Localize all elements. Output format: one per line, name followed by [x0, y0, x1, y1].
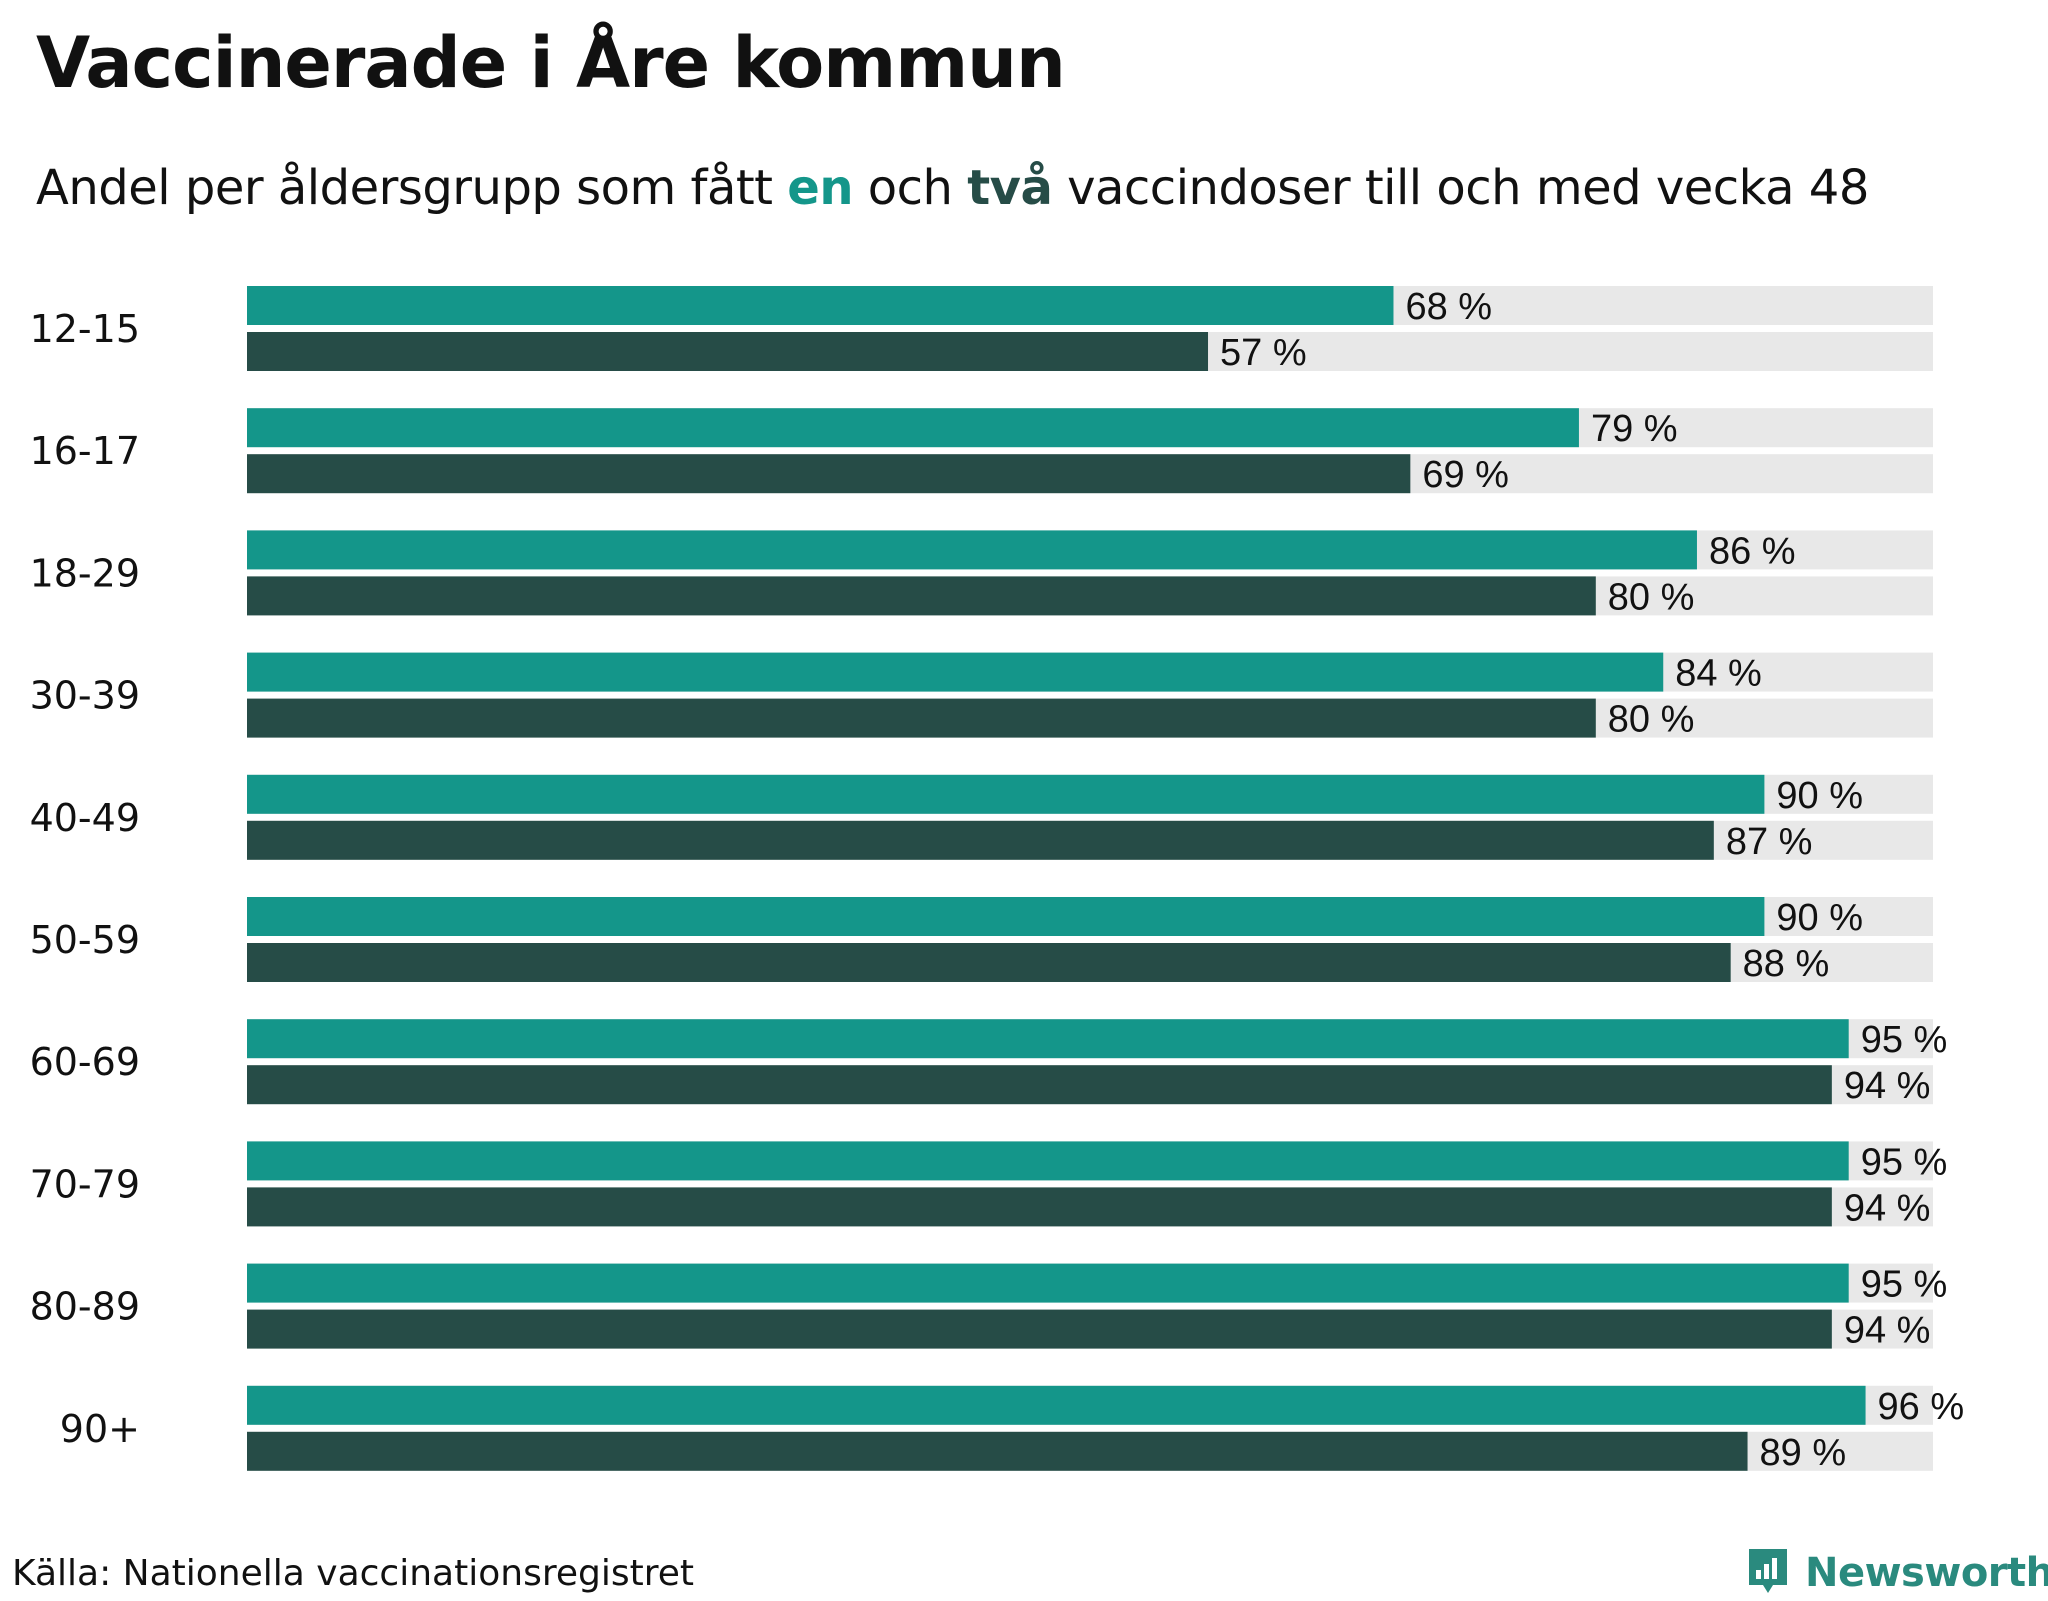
bar-dose-tva: [247, 1065, 1832, 1105]
value-label-tva: 80 %: [1608, 699, 1695, 741]
bar-dose-en: [247, 1263, 1849, 1303]
value-label-en: 86 %: [1709, 530, 1796, 572]
brand-logo: Newsworthy: [1745, 1545, 2048, 1601]
newsworthy-logo-icon: [1749, 1549, 1787, 1593]
value-label-tva: 69 %: [1422, 454, 1509, 496]
age-group-label: 16-17: [30, 429, 140, 473]
value-label-en: 90 %: [1776, 775, 1863, 817]
value-label-tva: 88 %: [1743, 943, 1830, 985]
bar-dose-en: [247, 530, 1697, 570]
value-label-tva: 94 %: [1844, 1065, 1931, 1107]
source-note: Källa: Nationella vaccinationsregistret: [12, 1553, 694, 1594]
value-label-en: 96 %: [1878, 1386, 1965, 1428]
brand-name: Newsworthy: [1805, 1550, 2048, 1596]
value-label-tva: 87 %: [1726, 821, 1813, 863]
age-group-label: 12-15: [30, 307, 140, 351]
value-label-en: 84 %: [1675, 653, 1762, 695]
chart-subtitle: Andel per åldersgrupp som fått en och tv…: [36, 160, 1869, 216]
bar-dose-en: [247, 652, 1664, 692]
bar-dose-en: [247, 1385, 1866, 1425]
bar-dose-tva: [247, 332, 1209, 371]
bar-dose-en: [247, 1019, 1849, 1059]
value-label-tva: 57 %: [1220, 332, 1307, 374]
value-label-en: 95 %: [1861, 1019, 1948, 1061]
bar-dose-tva: [247, 1431, 1748, 1471]
subtitle-text-post: vaccindoser till och med vecka 48: [1052, 160, 1869, 216]
subtitle-highlight-tva: två: [967, 160, 1053, 216]
bar-dose-tva: [247, 943, 1731, 982]
value-label-en: 95 %: [1861, 1141, 1948, 1183]
bar-dose-tva: [247, 820, 1714, 860]
bar-dose-en: [247, 897, 1765, 936]
age-group-label: 90+: [60, 1407, 140, 1451]
bar-dose-tva: [247, 698, 1596, 738]
value-label-en: 90 %: [1776, 897, 1863, 939]
value-label-tva: 80 %: [1608, 576, 1695, 618]
age-group-label: 30-39: [30, 674, 140, 718]
bar-chart: 12-15 68 % 57 % 16-17 79 % 69 % 18-29 86 % 80 % 3…: [30, 286, 1965, 1474]
subtitle-highlight-en: en: [787, 160, 853, 216]
age-group-label: 60-69: [30, 1040, 140, 1084]
age-group-label: 40-49: [30, 796, 140, 840]
bar-dose-en: [247, 286, 1394, 325]
bar-dose-tva: [247, 576, 1596, 616]
age-group-label: 70-79: [30, 1162, 140, 1206]
age-group-label: 80-89: [30, 1285, 140, 1329]
value-label-en: 79 %: [1591, 408, 1678, 450]
value-label-tva: 94 %: [1844, 1187, 1931, 1229]
subtitle-text-pre: Andel per åldersgrupp som fått: [36, 160, 788, 216]
chart-title: Vaccinerade i Åre kommun: [36, 22, 1066, 104]
bar-dose-tva: [247, 1187, 1832, 1227]
value-label-en: 68 %: [1405, 286, 1492, 328]
value-label-en: 95 %: [1861, 1264, 1948, 1306]
bar-dose-en: [247, 1141, 1849, 1181]
bar-dose-en: [247, 408, 1579, 448]
subtitle-text-mid: och: [853, 160, 968, 216]
value-label-tva: 89 %: [1760, 1432, 1847, 1474]
bar-dose-tva: [247, 1309, 1832, 1349]
bar-dose-en: [247, 774, 1765, 814]
age-group-label: 50-59: [30, 918, 140, 962]
age-group-label: 18-29: [30, 551, 140, 595]
value-label-tva: 94 %: [1844, 1310, 1931, 1352]
bar-dose-tva: [247, 454, 1411, 494]
